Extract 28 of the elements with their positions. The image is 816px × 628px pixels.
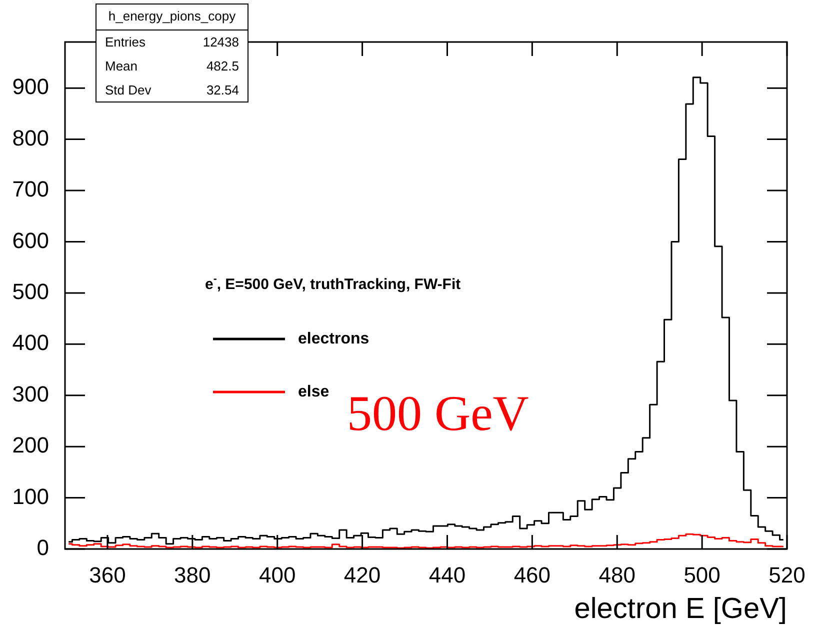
y-tick-label: 100 xyxy=(12,484,49,509)
text: Std Dev 32.54 xyxy=(105,82,239,98)
x-axis-title: electron E [GeV] xyxy=(574,593,787,625)
y-tick-label: 900 xyxy=(12,74,49,100)
x-tick-label: 440 xyxy=(428,562,466,588)
y-tick-label: 700 xyxy=(12,176,49,202)
y-tick-label: 300 xyxy=(12,381,49,406)
text: Mean 482.5 xyxy=(105,58,239,74)
x-tick-label: 360 xyxy=(89,562,126,588)
x-tick-label: 380 xyxy=(174,562,211,588)
annotation: 500 GeV xyxy=(347,385,529,441)
x-tick-label: 420 xyxy=(344,562,381,588)
y-tick-label: 800 xyxy=(12,125,49,150)
y-tick-label: 0 xyxy=(36,535,49,560)
text: Entries 12438 xyxy=(105,34,239,50)
x-tick-label: 480 xyxy=(598,562,636,588)
x-tick-label: 400 xyxy=(258,562,296,588)
x-tick-label: 520 xyxy=(768,562,806,588)
legend-label: else xyxy=(298,383,330,400)
y-tick-label: 400 xyxy=(12,330,49,356)
legend-label: electrons xyxy=(298,330,370,348)
text: h_energy_pions_copy xyxy=(108,8,236,24)
y-tick-label: 500 xyxy=(12,279,49,304)
y-tick-label: 200 xyxy=(12,432,49,458)
x-tick-label: 500 xyxy=(684,562,720,588)
legend-title: e-, E=500 GeV, truthTracking, FW-Fit xyxy=(205,272,461,294)
x-tick-label: 460 xyxy=(514,562,551,588)
y-tick-label: 600 xyxy=(12,228,49,253)
